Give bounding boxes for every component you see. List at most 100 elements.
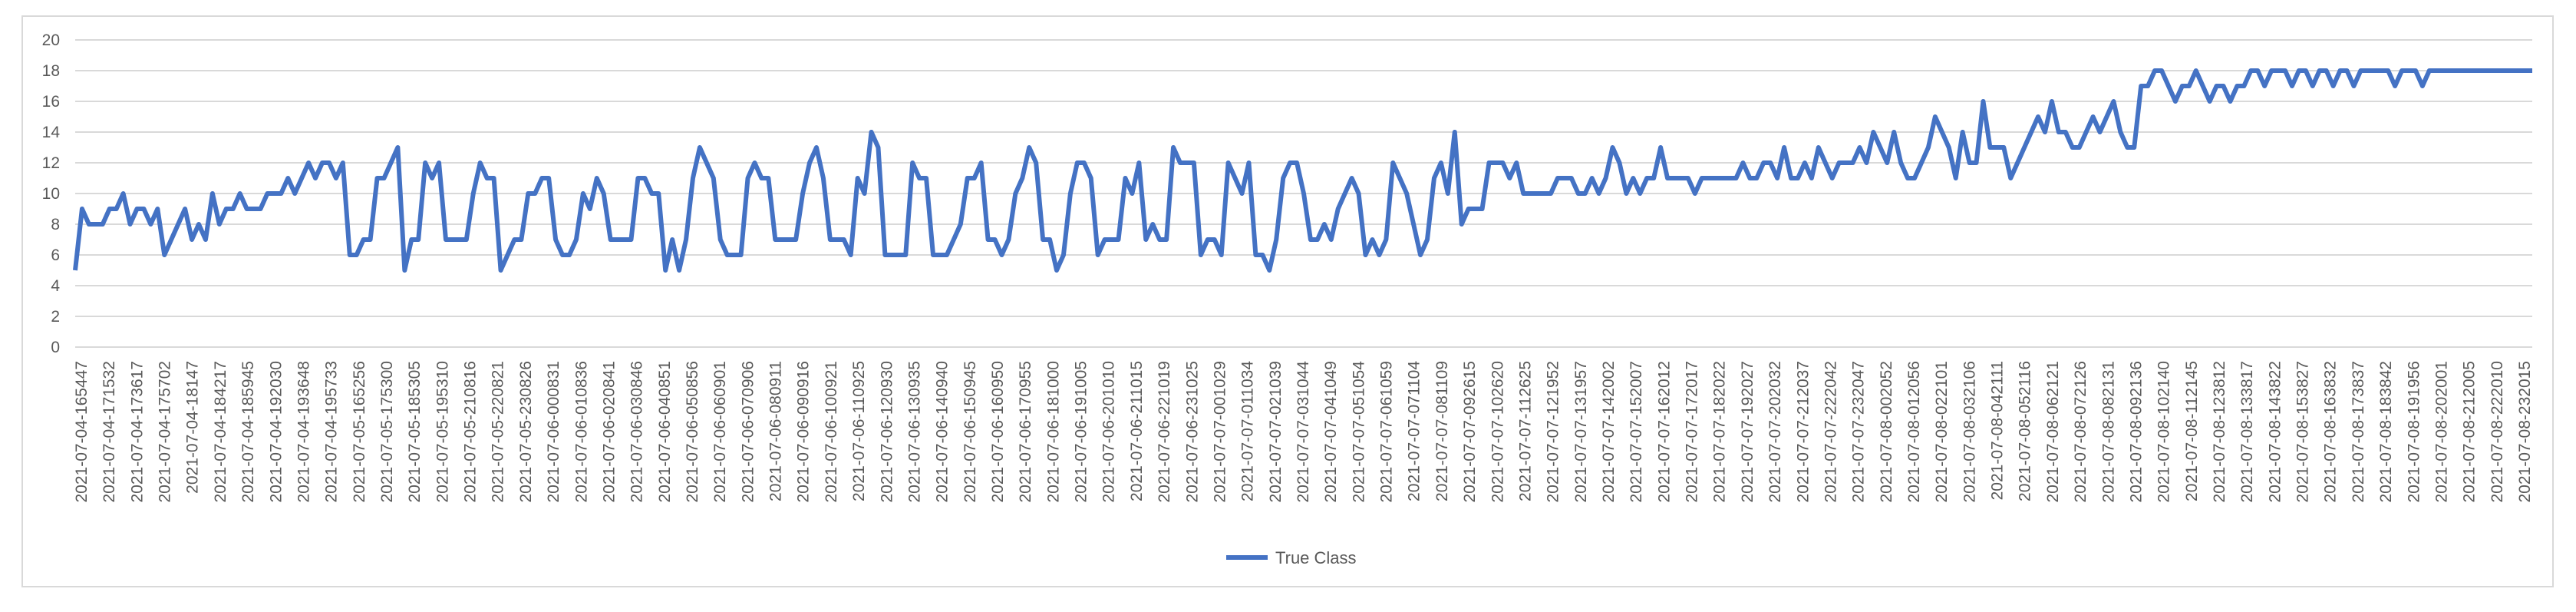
x-tick-label: 2021-07-06-140940 [934,361,952,503]
y-tick-label: 2 [51,308,60,326]
x-tick-label: 2021-07-05-165256 [351,361,368,503]
y-tick-label: 6 [51,246,60,264]
x-tick-label: 2021-07-08-202001 [2433,361,2451,503]
x-tick-label: 2021-07-08-191956 [2405,361,2423,503]
x-tick-label: 2021-07-07-011034 [1239,361,1257,501]
x-tick-label: 2021-07-06-060901 [711,361,729,503]
y-tick-label: 14 [42,124,61,141]
x-tick-label: 2021-07-08-163832 [2322,361,2340,503]
y-tick-label: 16 [42,93,60,111]
x-tick-label: 2021-07-08-022101 [1933,361,1951,503]
x-tick-label: 2021-07-07-222042 [1822,361,1840,503]
x-tick-label: 2021-07-06-231025 [1183,361,1201,503]
x-tick-label: 2021-07-06-181000 [1044,361,1062,503]
x-tick-label: 2021-07-06-030846 [628,361,646,503]
x-tick-label: 2021-07-05-210816 [462,361,480,503]
x-tick-label: 2021-07-08-212005 [2461,361,2479,503]
x-tick-label: 2021-07-07-112625 [1517,361,1535,501]
legend: True Class [1226,548,1357,567]
gridlines [75,39,2532,348]
x-tick-label: 2021-07-06-160950 [989,361,1007,503]
series-line-true-class [73,68,2532,273]
x-tick-label: 2021-07-07-051054 [1350,361,1367,503]
x-tick-label: 2021-07-08-072126 [2072,361,2089,503]
x-tick-label: 2021-07-04-173617 [128,361,146,503]
x-tick-label: 2021-07-06-070906 [739,361,757,503]
x-tick-label: 2021-07-08-232015 [2516,361,2534,503]
x-tick-label: 2021-07-08-123812 [2211,361,2228,503]
x-tick-label: 2021-07-07-232047 [1850,361,1868,503]
x-tick-label: 2021-07-08-183842 [2377,361,2395,503]
x-tick-label: 2021-07-07-092615 [1461,361,1479,503]
x-tick-label: 2021-07-06-080911 [767,361,785,501]
x-tick-label: 2021-07-07-121952 [1545,361,1562,503]
x-tick-label: 2021-07-08-032106 [1961,361,1978,503]
x-tick-label: 2021-07-08-092136 [2128,361,2146,503]
x-tick-label: 2021-07-06-090916 [795,361,813,503]
x-tick-label: 2021-07-06-221019 [1156,361,1173,503]
y-tick-label: 12 [42,154,60,172]
x-tick-label: 2021-07-04-195733 [323,361,341,503]
x-tick-label: 2021-07-06-201010 [1100,361,1118,503]
x-tick-label: 2021-07-08-102140 [2155,361,2173,503]
x-tick-label: 2021-07-05-185305 [406,361,424,503]
x-tick-label: 2021-07-08-042111 [1989,361,2007,500]
x-tick-label: 2021-07-08-153827 [2294,361,2312,503]
x-tick-label: 2021-07-06-191005 [1073,361,1090,503]
y-tick-label: 18 [42,62,60,80]
x-tick-label: 2021-07-08-222010 [2489,361,2506,503]
x-tick-label: 2021-07-07-202032 [1766,361,1784,503]
x-tick-label: 2021-07-08-052116 [2017,361,2034,501]
x-tick-label: 2021-07-06-130935 [906,361,924,503]
x-axis-tick-labels: 2021-07-04-165447 2021-07-04-171532 2021-0… [73,361,2534,503]
x-tick-label: 2021-07-08-062121 [2044,361,2062,503]
x-tick-label: 2021-07-08-143822 [2266,361,2284,503]
x-tick-label: 2021-07-07-212037 [1794,361,1812,503]
x-tick-label: 2021-07-07-031044 [1295,361,1312,503]
x-tick-label: 2021-07-04-185945 [239,361,257,503]
x-tick-label: 2021-07-04-175702 [157,361,174,503]
x-tick-label: 2021-07-07-142002 [1600,361,1618,503]
x-tick-label: 2021-07-06-010836 [572,361,590,503]
y-axis-tick-labels: 0 2 4 6 8 10 12 14 16 18 20 [42,31,61,356]
x-tick-label: 2021-07-06-020841 [601,361,618,503]
x-tick-label: 2021-07-08-082131 [2099,361,2117,503]
x-tick-label: 2021-07-07-192027 [1739,361,1756,503]
x-tick-label: 2021-07-07-102620 [1489,361,1506,503]
x-tick-label: 2021-07-07-041049 [1322,361,1340,503]
x-tick-label: 2021-07-06-000831 [545,361,562,503]
x-tick-label: 2021-07-05-230826 [517,361,535,503]
y-tick-label: 20 [42,31,60,49]
series-lines [73,68,2532,273]
x-tick-label: 2021-07-08-173837 [2350,361,2367,503]
legend-entry-true-class: True Class [1275,548,1357,567]
x-tick-label: 2021-07-06-050856 [684,361,701,503]
x-tick-label: 2021-07-04-193648 [295,361,313,503]
x-tick-label: 2021-07-08-002052 [1878,361,1895,503]
x-tick-label: 2021-07-08-012056 [1905,361,1923,503]
x-tick-label: 2021-07-05-220821 [490,361,507,503]
x-tick-label: 2021-07-06-150945 [961,361,979,503]
x-tick-label: 2021-07-06-110925 [850,361,868,501]
x-tick-label: 2021-07-07-081109 [1433,361,1451,501]
x-tick-label: 2021-07-07-021039 [1267,361,1285,503]
x-tick-label: 2021-07-07-131957 [1572,361,1590,503]
y-tick-label: 4 [51,277,60,295]
x-tick-label: 2021-07-04-171532 [101,361,118,503]
x-tick-label: 2021-07-07-061059 [1378,361,1396,503]
x-tick-label: 2021-07-07-071104 [1406,361,1423,501]
x-tick-label: 2021-07-06-120930 [878,361,895,503]
x-tick-label: 2021-07-07-001029 [1212,361,1229,503]
x-tick-label: 2021-07-08-112145 [2183,361,2201,501]
x-tick-label: 2021-07-04-184217 [212,361,229,503]
y-tick-label: 8 [51,216,60,233]
chart-area [21,15,2554,587]
x-tick-label: 2021-07-05-195310 [434,361,451,503]
x-tick-label: 2021-07-04-18147 [184,361,202,494]
y-tick-label: 0 [51,339,60,356]
y-tick-label: 10 [42,185,60,203]
x-tick-label: 2021-07-04-165447 [73,361,91,503]
x-tick-label: 2021-07-06-211015 [1128,361,1146,501]
x-tick-label: 2021-07-06-100921 [823,361,840,503]
